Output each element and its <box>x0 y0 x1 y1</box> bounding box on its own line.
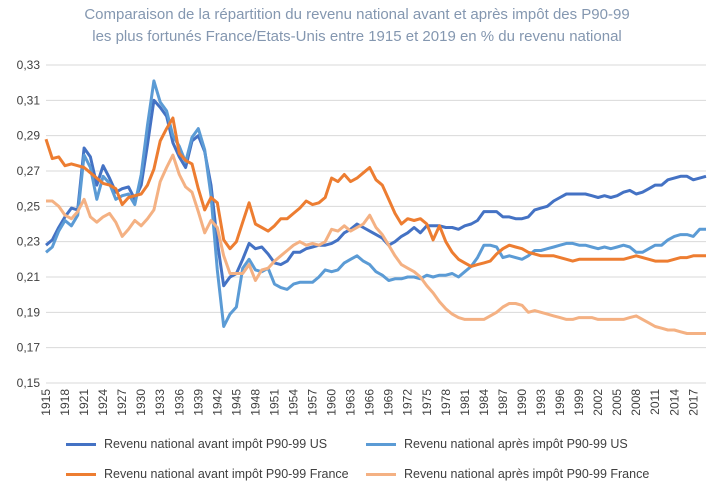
x-tick-label: 1978 <box>439 389 453 416</box>
legend-label: Revenu national avant impôt P90-99 US <box>104 437 328 451</box>
legend-swatch <box>66 442 96 446</box>
series-lines <box>44 79 707 335</box>
x-tick-label: 1993 <box>534 389 548 416</box>
y-tick-label: 0,27 <box>17 164 41 178</box>
y-tick-label: 0,25 <box>17 199 41 213</box>
x-tick-label: 1945 <box>229 389 243 416</box>
chart-subtitle: les plus fortunés France/Etats-Unis entr… <box>92 28 622 45</box>
x-tick-label: 1981 <box>458 389 472 416</box>
x-tick-label: 1921 <box>77 389 91 416</box>
series-line-0 <box>45 98 707 288</box>
x-tick-label: 1966 <box>363 389 377 416</box>
legend-item-us-before: Revenu national avant impôt P90-99 US <box>66 437 327 451</box>
x-tick-label: 1930 <box>134 389 148 416</box>
x-tick-label: 2014 <box>667 389 681 416</box>
y-tick-label: 0,31 <box>17 93 41 107</box>
legend-label: Revenu national avant impôt P90-99 Franc… <box>104 467 349 481</box>
y-tick-label: 0,33 <box>17 58 41 72</box>
x-tick-label: 1948 <box>248 389 262 416</box>
x-tick-label: 1939 <box>191 389 205 416</box>
x-tick-label: 1987 <box>496 389 510 416</box>
series-line-1 <box>45 79 706 328</box>
y-tick-label: 0,19 <box>17 305 41 319</box>
gridlines <box>46 64 706 384</box>
x-tick-label: 2008 <box>629 389 643 416</box>
x-tick-label: 1933 <box>153 389 167 416</box>
x-tick-label: 1975 <box>420 389 434 416</box>
x-tick-label: 1924 <box>96 389 110 416</box>
x-tick-label: 1951 <box>267 389 281 416</box>
x-tick-label: 1963 <box>344 389 358 416</box>
x-axis-ticks: 1915 1918 1921 1924 1927 1930 1933 1936 1939 1942… <box>39 389 700 416</box>
legend-item-france-after: Revenu national après impôt P90-99 Franc… <box>366 467 649 481</box>
legend-item-us-after: Revenu national après impôt P90-99 US <box>366 437 628 451</box>
legend-label: Revenu national après impôt P90-99 US <box>404 437 628 451</box>
x-tick-label: 1954 <box>287 389 301 416</box>
legend-label: Revenu national après impôt P90-99 Franc… <box>404 467 650 481</box>
x-tick-label: 2005 <box>610 389 624 416</box>
x-tick-label: 1915 <box>39 389 53 416</box>
x-tick-label: 1942 <box>210 389 224 416</box>
x-tick-label: 1984 <box>477 389 491 416</box>
y-axis-ticks: 0,15 0,17 0,19 0,21 0,23 0,25 0,27 0,29 0,31 0,33 <box>17 58 41 390</box>
x-tick-label: 2002 <box>591 389 605 416</box>
x-tick-label: 1999 <box>572 389 586 416</box>
x-tick-label: 1918 <box>58 389 72 416</box>
series-line-2 <box>44 116 706 268</box>
x-tick-label: 1927 <box>115 389 129 416</box>
x-tick-label: 1936 <box>172 389 186 416</box>
x-tick-label: 1960 <box>325 389 339 416</box>
y-tick-label: 0,21 <box>17 270 41 284</box>
y-tick-label: 0,17 <box>17 341 41 355</box>
y-tick-label: 0,15 <box>17 376 41 390</box>
legend-swatch <box>366 442 396 446</box>
legend-item-france-before: Revenu national avant impôt P90-99 Franc… <box>66 467 349 481</box>
x-tick-label: 2011 <box>648 389 662 415</box>
x-tick-label: 1996 <box>553 389 567 416</box>
chart-title: Comparaison de la répartition du revenu … <box>84 6 630 23</box>
x-tick-label: 1957 <box>306 389 320 416</box>
x-tick-label: 1969 <box>382 389 396 416</box>
x-tick-label: 2017 <box>686 389 700 416</box>
series-line-3 <box>46 153 706 335</box>
legend-swatch <box>366 472 396 476</box>
y-tick-label: 0,23 <box>17 235 41 249</box>
legend-swatch <box>66 472 96 476</box>
x-tick-label: 1972 <box>401 389 415 416</box>
x-tick-label: 1990 <box>515 389 529 416</box>
y-tick-label: 0,29 <box>17 129 41 143</box>
